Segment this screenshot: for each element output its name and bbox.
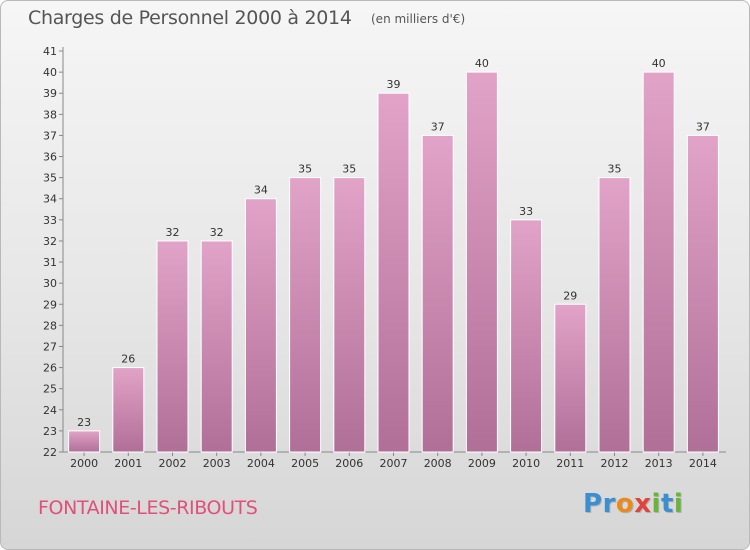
data-label: 32 (166, 226, 180, 239)
data-label: 37 (431, 120, 445, 133)
data-label: 35 (608, 163, 622, 176)
x-tick-label: 2012 (601, 457, 629, 470)
x-tick-label: 2010 (512, 457, 540, 470)
bar (421, 134, 454, 453)
logo-letter: r (602, 489, 616, 519)
bar (333, 177, 366, 453)
commune-name: FONTAINE-LES-RIBOUTS (38, 497, 258, 519)
bars (68, 71, 719, 453)
data-label: 34 (254, 184, 268, 197)
logo-letter: t (660, 489, 674, 519)
y-tick-label: 24 (43, 404, 57, 417)
y-tick-label: 29 (43, 298, 57, 311)
logo-letter: P (583, 489, 603, 519)
bar (554, 303, 587, 453)
bar (377, 92, 410, 453)
data-label: 35 (298, 163, 312, 176)
y-tick-label: 31 (43, 256, 57, 269)
data-label: 35 (342, 163, 356, 176)
y-tick-label: 36 (43, 151, 57, 164)
data-label: 23 (77, 416, 91, 429)
y-tick-label: 25 (43, 383, 57, 396)
y-tick-label: 32 (43, 235, 57, 248)
data-label: 40 (475, 57, 489, 70)
bar (686, 134, 719, 453)
data-label: 26 (121, 353, 135, 366)
unit-note: (en milliers d'€) (371, 12, 466, 26)
y-tick-label: 39 (43, 87, 57, 100)
data-label: 40 (652, 57, 666, 70)
y-tick-label: 22 (43, 446, 57, 459)
y-tick-label: 28 (43, 319, 57, 332)
x-tick-label: 2004 (247, 457, 275, 470)
bar (465, 71, 498, 453)
bar (200, 240, 233, 453)
logo-letter: x (634, 489, 652, 519)
x-tick-label: 2001 (114, 457, 142, 470)
logo-letter: i (673, 489, 684, 519)
data-label: 39 (387, 78, 401, 91)
bar (598, 177, 631, 453)
x-tick-label: 2005 (291, 457, 319, 470)
x-tick-label: 2014 (689, 457, 717, 470)
bar (68, 430, 101, 453)
y-tick-label: 23 (43, 425, 57, 438)
y-tick-label: 27 (43, 340, 57, 353)
data-label: 33 (519, 205, 533, 218)
x-tick-label: 2013 (645, 457, 673, 470)
logo-letter: o (615, 489, 635, 519)
y-tick-label: 40 (43, 66, 57, 79)
x-tick-label: 2007 (380, 457, 408, 470)
bar (244, 198, 277, 453)
x-tick-label: 2011 (556, 457, 584, 470)
y-tick-label: 38 (43, 108, 57, 121)
labels: 2000 23 2001 26 2002 32 2003 32 2004 34 2005 35 2006… (70, 57, 717, 470)
x-tick-label: 2006 (335, 457, 363, 470)
logo-letter: i (651, 489, 661, 519)
x-tick-label: 2009 (468, 457, 496, 470)
x-tick-label: 2002 (159, 457, 187, 470)
y-tick-label: 41 (43, 45, 57, 58)
data-label: 32 (210, 226, 224, 239)
bar (510, 219, 543, 453)
y-tick-label: 37 (43, 129, 57, 142)
y-tick-label: 34 (43, 193, 57, 206)
y-tick-label: 33 (43, 214, 57, 227)
chart-title: Charges de Personnel 2000 à 2014 (28, 7, 352, 29)
y-tick-label: 30 (43, 277, 57, 290)
data-label: 29 (563, 289, 577, 302)
data-label: 37 (696, 120, 710, 133)
x-tick-label: 2000 (70, 457, 98, 470)
bar (112, 367, 145, 453)
bar (642, 71, 675, 453)
x-tick-label: 2003 (203, 457, 231, 470)
y-tick-label: 26 (43, 362, 57, 375)
y-tick-label: 35 (43, 172, 57, 185)
proxiti-logo: Proxiti (583, 489, 683, 519)
bar (156, 240, 189, 453)
bar (289, 177, 322, 453)
x-tick-label: 2008 (424, 457, 452, 470)
